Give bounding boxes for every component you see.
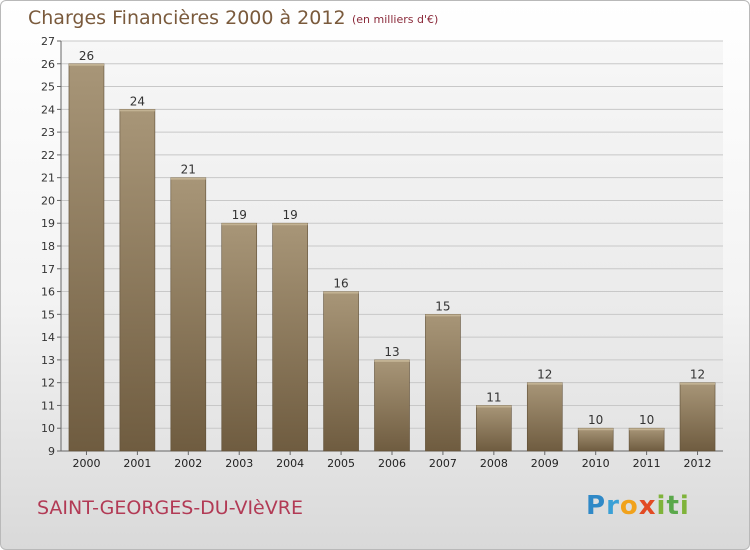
data-label: 10: [588, 413, 603, 427]
bar: [323, 291, 359, 452]
bar-highlight: [221, 223, 257, 226]
bar: [272, 222, 308, 452]
bar-highlight: [68, 63, 104, 66]
y-tick-label: 15: [41, 308, 55, 321]
x-tick-label: 2007: [429, 457, 457, 470]
bar: [425, 314, 461, 452]
x-tick-label: 2011: [633, 457, 661, 470]
bar: [526, 382, 563, 452]
x-tick-label: 2008: [480, 457, 508, 470]
y-tick-label: 23: [41, 126, 55, 139]
y-tick-label: 14: [41, 331, 55, 344]
bar-highlight: [680, 382, 716, 385]
bar: [628, 427, 665, 452]
logo-letter: i: [656, 491, 667, 521]
bar-highlight: [629, 428, 665, 431]
commune-name: SAINT-GEORGES-DU-VIèVRE: [37, 497, 303, 519]
data-label: 10: [639, 413, 654, 427]
y-tick-label: 20: [41, 194, 55, 207]
chart-subtitle: (en milliers d'€): [352, 13, 439, 26]
data-label: 16: [333, 277, 348, 291]
x-tick-label: 2003: [225, 457, 253, 470]
bar-highlight: [272, 223, 308, 226]
y-tick-label: 9: [48, 445, 55, 458]
y-tick-label: 25: [41, 81, 55, 94]
y-tick-label: 12: [41, 377, 55, 390]
bar: [68, 63, 105, 452]
y-tick-label: 16: [41, 286, 55, 299]
x-tick-label: 2004: [276, 457, 304, 470]
y-tick-label: 17: [41, 263, 55, 276]
data-label: 12: [537, 368, 552, 382]
logo-letter: P: [586, 491, 607, 521]
x-tick-label: 2005: [327, 457, 355, 470]
bar-highlight: [374, 359, 410, 362]
data-label: 15: [435, 299, 450, 313]
bar-highlight: [323, 291, 359, 294]
logo-letter: x: [638, 491, 657, 521]
logo-letter: o: [619, 491, 639, 521]
y-tick-label: 11: [41, 399, 55, 412]
logo-letter: t: [666, 491, 680, 521]
x-tick-label: 2012: [684, 457, 712, 470]
y-axis: 9 10 11 12 13 14 15 16 17 18 19 20 21 22 23 24 25 26 27: [41, 35, 723, 458]
bar-highlight: [119, 109, 155, 112]
data-label: 21: [181, 163, 196, 177]
data-label: 24: [130, 94, 145, 108]
data-label: 26: [79, 49, 94, 63]
y-tick-label: 10: [41, 422, 55, 435]
data-label: 19: [232, 208, 247, 222]
y-tick-label: 18: [41, 240, 55, 253]
bar: [170, 177, 207, 452]
x-tick-label: 2000: [72, 457, 100, 470]
bar: [221, 222, 258, 452]
chart-title: Charges Financières 2000 à 2012: [28, 7, 346, 29]
y-tick-label: 13: [41, 354, 55, 367]
bar-highlight: [578, 428, 614, 431]
y-tick-label: 26: [41, 58, 55, 71]
x-tick-label: 2009: [531, 457, 559, 470]
data-label: 12: [690, 368, 705, 382]
x-tick-label: 2002: [174, 457, 202, 470]
proxiti-logo: Proxiti: [586, 491, 690, 521]
bar: [679, 382, 716, 452]
data-label: 19: [283, 208, 298, 222]
logo-letter: i: [679, 491, 690, 521]
bar-highlight: [476, 405, 512, 408]
bar: [476, 405, 512, 452]
y-tick-label: 24: [41, 103, 55, 116]
x-tick-label: 2006: [378, 457, 406, 470]
x-axis: 2000 2001 2002 2003 2004 2005 2006 2007 2008 2009…: [72, 451, 712, 470]
data-label: 13: [384, 345, 399, 359]
bar-highlight: [527, 382, 563, 385]
bar-highlight: [425, 314, 461, 317]
y-tick-label: 21: [41, 172, 55, 185]
y-tick-label: 27: [41, 35, 55, 48]
x-tick-label: 2010: [582, 457, 610, 470]
data-label: 11: [486, 390, 501, 404]
bar-highlight: [170, 177, 206, 180]
y-tick-label: 19: [41, 217, 55, 230]
bar: [374, 359, 410, 452]
bar: [119, 109, 156, 452]
y-tick-label: 22: [41, 149, 55, 162]
x-tick-label: 2001: [123, 457, 151, 470]
bar: [577, 427, 614, 452]
logo-letter: r: [606, 491, 620, 521]
